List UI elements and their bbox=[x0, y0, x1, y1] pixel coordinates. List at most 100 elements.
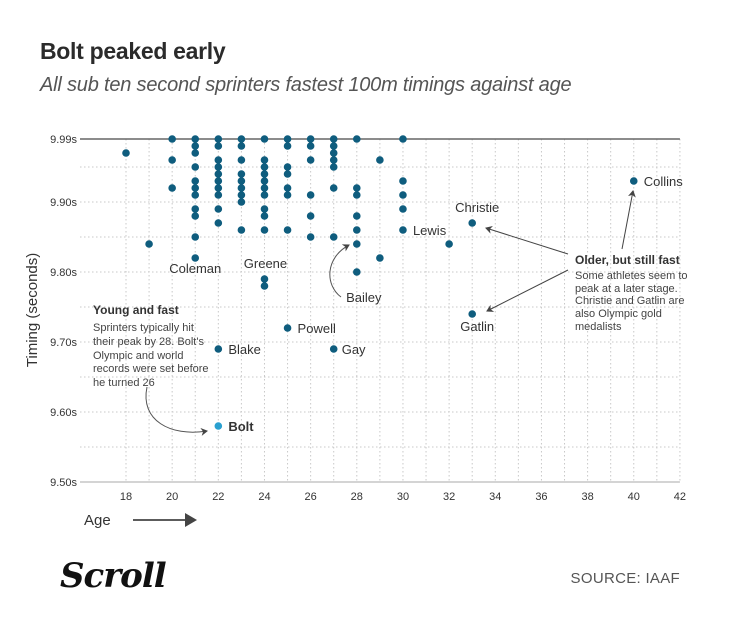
data-point bbox=[191, 177, 200, 185]
data-point bbox=[191, 142, 200, 150]
point-label: Greene bbox=[244, 256, 287, 271]
point-label: Lewis bbox=[413, 223, 447, 238]
point-label: Bolt bbox=[228, 419, 254, 434]
data-point bbox=[329, 163, 338, 171]
bailey-arrow-icon bbox=[329, 244, 350, 298]
data-point-bolt bbox=[214, 422, 223, 430]
data-point bbox=[237, 142, 246, 150]
data-point bbox=[237, 191, 246, 199]
data-point-coleman bbox=[191, 254, 200, 262]
data-point-greene bbox=[260, 275, 269, 283]
data-point bbox=[353, 226, 361, 234]
annotation-line: he turned 26 bbox=[93, 377, 155, 389]
data-point bbox=[168, 184, 176, 192]
data-point bbox=[191, 205, 200, 213]
data-point bbox=[191, 184, 200, 192]
x-tick-label: 18 bbox=[120, 491, 132, 503]
data-point bbox=[260, 282, 269, 290]
data-point bbox=[237, 226, 246, 234]
x-tick-label: 34 bbox=[489, 491, 501, 503]
data-point bbox=[329, 156, 338, 164]
data-point bbox=[353, 184, 361, 192]
data-point bbox=[237, 198, 246, 206]
data-point bbox=[283, 170, 292, 178]
data-point bbox=[399, 191, 407, 199]
data-point bbox=[329, 142, 338, 150]
data-point bbox=[283, 163, 292, 171]
data-point bbox=[214, 135, 223, 143]
data-point bbox=[283, 135, 292, 143]
data-point bbox=[306, 156, 315, 164]
x-tick-label: 30 bbox=[397, 491, 409, 503]
data-point bbox=[353, 212, 361, 220]
annotation-young-and-fast: Young and fast Sprinters typically hit t… bbox=[93, 303, 209, 436]
source-note: SOURCE: IAAF bbox=[570, 570, 680, 587]
data-point bbox=[214, 177, 223, 185]
data-point bbox=[191, 163, 200, 171]
y-axis-label: Timing (seconds) bbox=[24, 253, 41, 367]
data-point bbox=[214, 170, 223, 178]
data-point bbox=[260, 135, 269, 143]
data-point bbox=[237, 184, 246, 192]
annotation-line: Some athletes seem to bbox=[575, 270, 688, 282]
data-point-collins bbox=[629, 177, 638, 185]
data-point bbox=[214, 142, 223, 150]
point-labels: Coleman Blake Bolt Greene Powell Gay Bailey Lew… bbox=[169, 174, 683, 434]
data-point bbox=[214, 163, 223, 171]
data-point bbox=[399, 177, 407, 185]
x-tick-label: 36 bbox=[535, 491, 547, 503]
point-label: Gay bbox=[342, 342, 366, 357]
annotation-line: Olympic and world bbox=[93, 350, 183, 362]
data-point bbox=[329, 135, 338, 143]
data-point bbox=[260, 191, 269, 199]
data-point-powell bbox=[283, 324, 292, 332]
point-label: Bailey bbox=[346, 290, 382, 305]
x-tick-label: 26 bbox=[305, 491, 317, 503]
data-points bbox=[122, 135, 638, 430]
x-tick-label: 24 bbox=[258, 491, 270, 503]
x-tick-label: 38 bbox=[581, 491, 593, 503]
scroll-logo: Scroll bbox=[60, 556, 167, 596]
data-point bbox=[376, 254, 384, 262]
data-point bbox=[283, 226, 292, 234]
point-label: Powell bbox=[298, 321, 336, 336]
data-point bbox=[168, 135, 176, 143]
data-point bbox=[306, 233, 315, 241]
data-point bbox=[306, 191, 315, 199]
annotation-line: Christie and Gatlin are bbox=[575, 295, 684, 307]
annotation-line: their peak by 28. Bolt's bbox=[93, 336, 204, 348]
data-point bbox=[260, 163, 269, 171]
y-tick-label: 9.60s bbox=[50, 407, 77, 419]
data-point bbox=[329, 233, 338, 241]
data-point bbox=[353, 268, 361, 276]
x-tick-label: 42 bbox=[674, 491, 686, 503]
data-point bbox=[260, 177, 269, 185]
data-point bbox=[237, 177, 246, 185]
data-point-blake bbox=[214, 345, 223, 353]
x-tick-label: 28 bbox=[351, 491, 363, 503]
point-label: Coleman bbox=[169, 261, 221, 276]
data-point bbox=[237, 135, 246, 143]
data-point bbox=[237, 156, 246, 164]
data-point-lewis bbox=[399, 226, 407, 234]
data-point bbox=[329, 149, 338, 157]
data-point bbox=[260, 205, 269, 213]
annotation-arrow-icon bbox=[145, 386, 208, 436]
data-point bbox=[214, 184, 223, 192]
point-label: Christie bbox=[455, 200, 499, 215]
data-point bbox=[283, 191, 292, 199]
annotation-line: also Olympic gold bbox=[575, 308, 662, 320]
annotation-line: peak at a later stage. bbox=[575, 283, 678, 295]
chart-title: Bolt peaked early bbox=[40, 38, 226, 64]
data-point bbox=[399, 205, 407, 213]
point-label: Blake bbox=[228, 342, 261, 357]
x-tick-label: 22 bbox=[212, 491, 224, 503]
data-point bbox=[191, 191, 200, 199]
data-point bbox=[260, 170, 269, 178]
data-point bbox=[399, 135, 407, 143]
data-point bbox=[122, 149, 130, 157]
data-point bbox=[283, 184, 292, 192]
data-point bbox=[260, 184, 269, 192]
data-point-gay bbox=[329, 345, 338, 353]
annotation-line: medalists bbox=[575, 321, 622, 333]
